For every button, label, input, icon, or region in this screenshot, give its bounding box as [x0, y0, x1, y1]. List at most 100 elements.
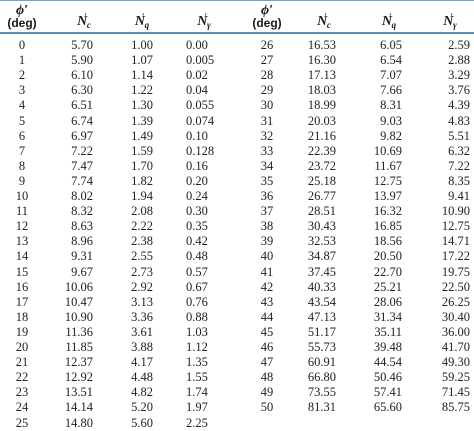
right-cell-ngamma: 49.30 — [441, 355, 470, 370]
left-nc-header: N′c — [77, 12, 91, 30]
right-cell-phi: 40 — [260, 249, 274, 264]
left-cell-nq: 2.73 — [131, 264, 153, 279]
left-cell-ngamma: 0.88 — [186, 309, 208, 324]
left-cell-nq: 1.82 — [131, 173, 153, 188]
right-cell-phi: 31 — [260, 113, 274, 128]
left-cell-nc: 10.47 — [64, 294, 93, 309]
left-cell-nq: 1.00 — [131, 38, 153, 52]
left-cell-ngamma: 0.00 — [186, 38, 208, 52]
right-cell-nq: 20.50 — [373, 249, 402, 264]
left-cell-phi: 10 — [15, 189, 29, 203]
left-cell-phi: 20 — [15, 340, 29, 354]
right-cell-ngamma: 2.88 — [448, 53, 470, 68]
left-cell-nq: 3.61 — [131, 324, 153, 339]
right-cell-nc: 66.80 — [307, 370, 336, 385]
right-cell-ngamma: 12.75 — [441, 219, 470, 234]
right-cell-nc: 40.33 — [307, 279, 336, 294]
left-cell-nc: 8.63 — [71, 219, 93, 234]
right-cell-nq: 39.48 — [373, 340, 402, 354]
right-cell-nc: 26.77 — [307, 189, 336, 203]
right-cell-nc: 32.53 — [307, 234, 336, 249]
right-cell-nc: 47.13 — [307, 309, 336, 324]
left-cell-nc: 13.51 — [64, 385, 93, 400]
right-cell-ngamma: 2.59 — [448, 38, 470, 52]
left-cell-nc: 6.10 — [71, 68, 93, 83]
right-cell-nc: 16.30 — [307, 53, 336, 68]
right-cell-nq: 31.34 — [373, 309, 402, 324]
right-cell-ngamma: 14.71 — [441, 234, 470, 249]
right-cell-nq: 18.56 — [373, 234, 402, 249]
right-cell-phi: 33 — [260, 143, 274, 158]
left-cell-ngamma: 0.20 — [186, 173, 208, 188]
right-cell-phi: 35 — [260, 173, 274, 188]
left-cell-nc: 8.96 — [71, 234, 93, 249]
left-cell-nq: 1.22 — [131, 83, 153, 98]
right-cell-nq: 25.21 — [373, 279, 402, 294]
left-cell-phi: 3 — [18, 83, 26, 98]
left-cell-nq: 4.17 — [131, 355, 153, 370]
left-cell-ngamma: 0.24 — [186, 189, 208, 203]
left-cell-ngamma: 0.48 — [186, 249, 208, 264]
right-cell-nq: 44.54 — [373, 355, 402, 370]
right-cell-nc: 25.18 — [307, 173, 336, 188]
left-cell-nq: 4.82 — [131, 385, 153, 400]
right-cell-nc: 30.43 — [307, 219, 336, 234]
right-ngamma-header: N′γ — [443, 12, 457, 30]
left-cell-nc: 5.70 — [71, 38, 93, 52]
right-cell-phi: 32 — [260, 128, 274, 143]
left-phi-header: ϕ′ (deg) — [2, 4, 42, 30]
right-cell-nc: 18.99 — [307, 98, 336, 113]
left-cell-nq: 1.59 — [131, 143, 153, 158]
right-nq-header: N′q — [381, 12, 397, 30]
right-cell-ngamma: 4.39 — [448, 98, 470, 113]
left-cell-ngamma: 2.25 — [186, 415, 208, 430]
left-cell-nc: 10.06 — [64, 279, 93, 294]
right-cell-nc: 22.39 — [307, 143, 336, 158]
right-cell-nc: 51.17 — [307, 324, 336, 339]
right-cell-phi: 30 — [260, 98, 274, 113]
right-cell-ngamma: 30.40 — [441, 309, 470, 324]
right-cell-nq: 11.67 — [374, 158, 402, 173]
left-cell-ngamma: 0.16 — [186, 158, 208, 173]
right-cell-ngamma: 26.25 — [441, 294, 470, 309]
right-cell-phi: 39 — [260, 234, 274, 249]
left-cell-nq: 1.30 — [131, 98, 153, 113]
left-cell-nq: 4.48 — [131, 370, 153, 385]
right-cell-ngamma: 6.32 — [448, 143, 470, 158]
right-cell-phi: 42 — [260, 279, 274, 294]
left-cell-nc: 6.51 — [71, 98, 93, 113]
left-cell-phi: 15 — [15, 264, 29, 279]
right-cell-nq: 12.75 — [373, 173, 402, 188]
left-cell-nc: 7.47 — [71, 158, 93, 173]
right-cell-nc: 20.03 — [307, 113, 336, 128]
left-cell-nc: 7.22 — [71, 143, 93, 158]
left-cell-nc: 8.32 — [71, 204, 93, 219]
left-cell-ngamma: 1.03 — [186, 324, 208, 339]
right-cell-phi: 38 — [260, 219, 274, 234]
left-cell-nc: 8.02 — [71, 189, 93, 203]
left-cell-phi: 9 — [18, 173, 26, 188]
left-cell-nc: 14.80 — [64, 415, 93, 430]
right-cell-nq: 7.07 — [380, 68, 402, 83]
right-phi-header: ϕ′ (deg) — [244, 4, 290, 30]
left-cell-ngamma: 0.04 — [186, 83, 208, 98]
left-phi-symbol: ϕ′ — [15, 3, 29, 18]
left-cell-nc: 11.36 — [65, 324, 93, 339]
right-cell-ngamma: 7.22 — [448, 158, 470, 173]
left-cell-nq: 2.38 — [131, 234, 153, 249]
right-cell-phi: 46 — [260, 340, 274, 354]
left-cell-phi: 5 — [18, 113, 26, 128]
left-cell-phi: 21 — [15, 355, 29, 370]
right-cell-nq: 7.66 — [380, 83, 402, 98]
right-cell-nq: 65.60 — [373, 400, 402, 415]
left-cell-nc: 5.90 — [71, 53, 93, 68]
right-cell-phi: 43 — [260, 294, 274, 309]
left-cell-phi: 12 — [15, 219, 29, 234]
left-cell-phi: 17 — [15, 294, 29, 309]
left-cell-nq: 3.13 — [131, 294, 153, 309]
left-cell-phi: 7 — [18, 143, 26, 158]
right-cell-ngamma: 85.75 — [441, 400, 470, 415]
right-cell-ngamma: 3.76 — [448, 83, 470, 98]
left-cell-phi: 2 — [18, 68, 26, 83]
